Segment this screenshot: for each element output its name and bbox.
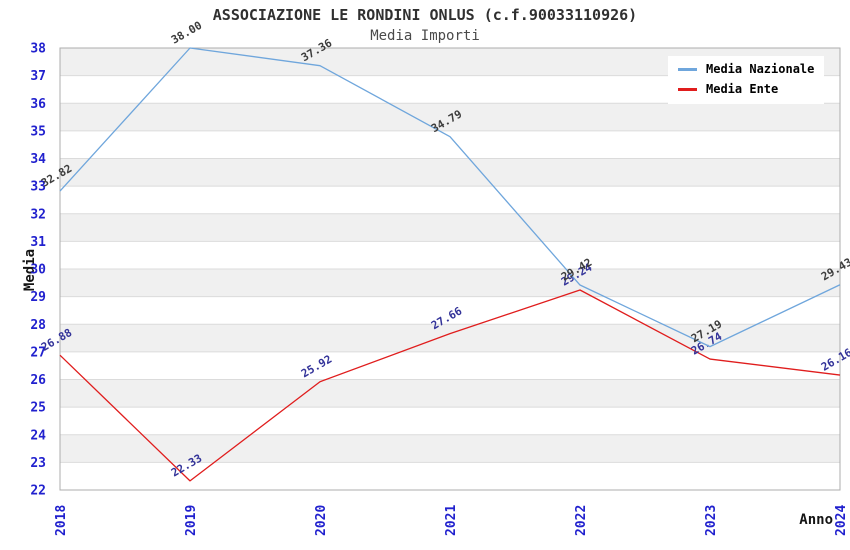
y-tick-label: 37 [30, 69, 46, 84]
y-tick-label: 33 [30, 180, 46, 195]
legend: Media Nazionale Media Ente [668, 56, 825, 104]
legend-item-media-nazionale: Media Nazionale [678, 59, 814, 79]
y-tick-label: 36 [30, 97, 46, 112]
data-label-1: 25.92 [299, 352, 334, 380]
x-tick-label: 2023 [704, 505, 719, 536]
y-tick-label: 30 [30, 263, 46, 278]
y-tick-label: 27 [30, 345, 46, 360]
chart-subtitle: Media Importi [370, 28, 480, 44]
y-tick-label: 32 [30, 207, 46, 222]
y-tick-label: 31 [30, 235, 46, 250]
x-tick-label: 2019 [184, 505, 199, 536]
y-tick-label: 29 [30, 290, 46, 305]
plot-band [60, 103, 840, 131]
x-tick-label: 2024 [834, 505, 849, 536]
legend-line-icon-red [678, 87, 697, 91]
plot-band [60, 379, 840, 408]
legend-line-icon-blue [678, 67, 697, 71]
plot-band [60, 158, 840, 187]
y-tick-label: 35 [30, 124, 46, 139]
x-tick-label: 2018 [54, 505, 69, 536]
x-tick-label: 2020 [314, 505, 329, 536]
plot-band [60, 434, 840, 463]
y-tick-label: 23 [30, 456, 46, 471]
legend-label-media-ente: Media Ente [706, 82, 779, 96]
y-tick-label: 22 [30, 484, 46, 499]
y-tick-label: 24 [30, 428, 46, 443]
data-label-0: 38.00 [169, 19, 204, 47]
series-line-0 [59, 47, 841, 348]
legend-item-media-ente: Media Ente [678, 79, 814, 99]
y-tick-label: 28 [30, 318, 46, 333]
plot-band [60, 213, 840, 242]
y-tick-label: 26 [30, 373, 46, 388]
y-tick-label: 25 [30, 401, 46, 416]
series-line-1 [59, 289, 841, 482]
chart-title: ASSOCIAZIONE LE RONDINI ONLUS (c.f.90033… [212, 6, 638, 24]
x-axis-label: Anno [799, 512, 833, 528]
x-tick-label: 2022 [574, 505, 589, 536]
plot-band [60, 269, 840, 297]
legend-label-media-nazionale: Media Nazionale [706, 62, 815, 76]
x-tick-label: 2021 [444, 505, 459, 536]
y-tick-label: 34 [30, 152, 46, 167]
y-tick-label: 38 [30, 42, 46, 57]
plot-border [59, 47, 841, 491]
